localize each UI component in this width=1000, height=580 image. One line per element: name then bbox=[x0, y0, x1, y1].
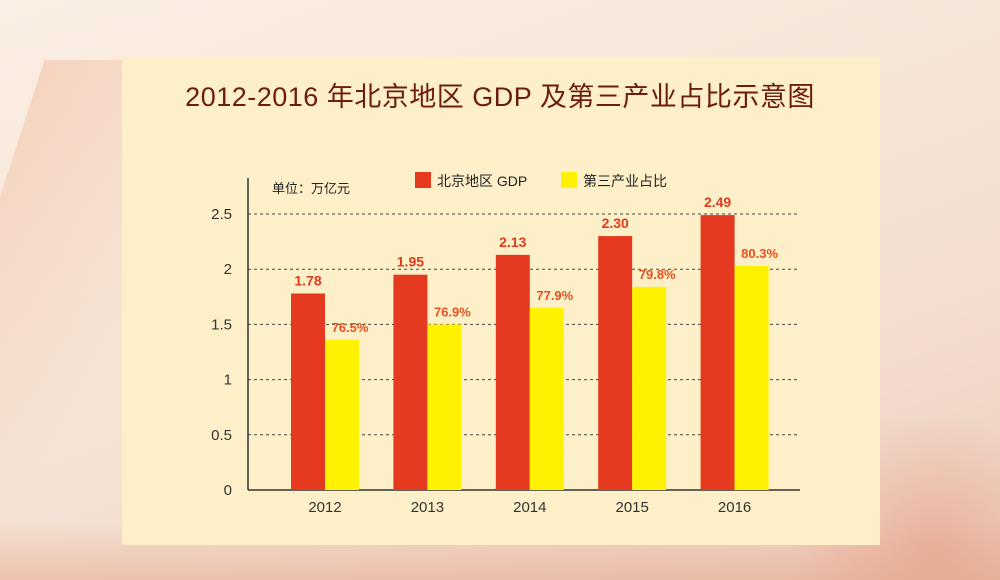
y-tick-label: 2.5 bbox=[211, 206, 232, 223]
legend-swatch-gdp bbox=[415, 172, 431, 188]
bar-tertiary bbox=[734, 265, 769, 490]
y-tick-label: 1 bbox=[224, 372, 232, 389]
x-tick-label: 2012 bbox=[308, 499, 341, 516]
bar-gdp bbox=[700, 215, 735, 490]
bar-gdp bbox=[393, 274, 428, 490]
bar-label-gdp: 2.13 bbox=[499, 234, 526, 250]
bar-label-gdp: 2.49 bbox=[704, 194, 731, 210]
bar-label-tertiary: 77.9% bbox=[536, 288, 573, 303]
bar-label-tertiary: 76.9% bbox=[434, 304, 471, 319]
bar-gdp bbox=[291, 293, 325, 490]
data-labels: 1.78 76.5% 1.95 76.9% 2.13 77.9% 2.30 79.8% 2.49… bbox=[294, 194, 778, 335]
legend: 北京地区 GDP 第三产业占比 bbox=[415, 172, 667, 189]
x-tick-label: 2016 bbox=[718, 499, 751, 516]
bar-label-gdp: 2.30 bbox=[602, 215, 629, 231]
bar-tertiary bbox=[427, 324, 462, 490]
y-tick-label: 1.5 bbox=[211, 316, 232, 333]
bar-label-tertiary: 76.5% bbox=[332, 320, 369, 335]
bar-tertiary bbox=[632, 286, 667, 490]
bars bbox=[291, 215, 769, 490]
legend-label-gdp: 北京地区 GDP bbox=[437, 173, 527, 189]
x-tick-label: 2014 bbox=[513, 499, 546, 516]
bar-label-gdp: 1.95 bbox=[397, 254, 424, 270]
bar-tertiary bbox=[325, 339, 359, 490]
chart-title: 2012-2016 年北京地区 GDP 及第三产业占比示意图 bbox=[185, 82, 815, 112]
bar-gdp bbox=[495, 254, 530, 490]
y-tick-label: 0 bbox=[224, 482, 232, 499]
bar-label-tertiary: 79.8% bbox=[639, 267, 676, 282]
y-tick-label: 0.5 bbox=[211, 427, 232, 444]
x-tick-label: 2013 bbox=[411, 499, 444, 516]
legend-label-tertiary: 第三产业占比 bbox=[583, 173, 667, 189]
bar-tertiary bbox=[529, 307, 564, 490]
bar-label-gdp: 1.78 bbox=[294, 272, 321, 288]
x-tick-label: 2015 bbox=[616, 499, 649, 516]
y-tick-label: 2 bbox=[224, 261, 232, 278]
bar-label-tertiary: 80.3% bbox=[741, 246, 778, 261]
legend-swatch-tertiary bbox=[561, 172, 577, 188]
bar-gdp bbox=[598, 236, 633, 490]
tick-labels: 0 0.5 1 1.5 2 2.5 2012 2013 2014 2015 2016 bbox=[211, 206, 751, 516]
unit-label: 单位：万亿元 bbox=[272, 181, 350, 196]
